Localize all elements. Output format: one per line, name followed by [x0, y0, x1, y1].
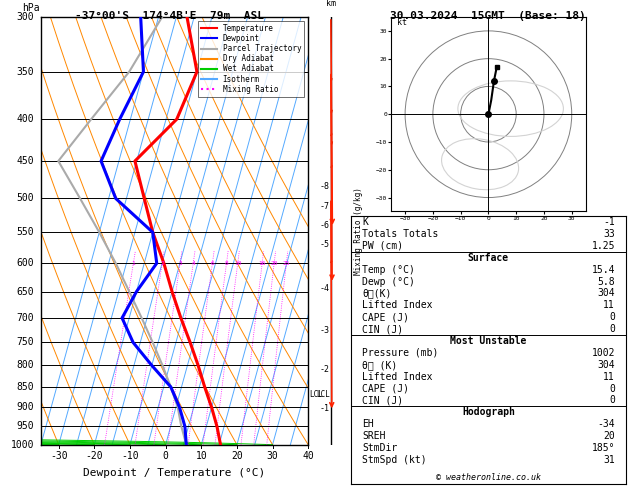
Text: 304: 304	[597, 360, 615, 370]
Text: 8: 8	[225, 260, 228, 266]
Text: θᴄ(K): θᴄ(K)	[362, 289, 391, 298]
Text: EH: EH	[362, 419, 374, 429]
Text: 10: 10	[234, 260, 242, 266]
Text: 550: 550	[16, 227, 34, 237]
Text: -30: -30	[50, 451, 67, 461]
Text: 600: 600	[16, 258, 34, 268]
Text: Surface: Surface	[468, 253, 509, 263]
Text: 0: 0	[609, 383, 615, 394]
Text: Lifted Index: Lifted Index	[362, 372, 433, 382]
Text: 16: 16	[259, 260, 266, 266]
Text: StmSpd (kt): StmSpd (kt)	[362, 455, 426, 465]
Text: 350: 350	[16, 67, 34, 77]
Text: 0: 0	[163, 451, 169, 461]
Text: Temp (°C): Temp (°C)	[362, 265, 415, 275]
Text: -4: -4	[320, 284, 330, 293]
Text: Hodograph: Hodograph	[462, 407, 515, 417]
Text: -10: -10	[121, 451, 139, 461]
Text: 33: 33	[603, 229, 615, 239]
Text: LCL: LCL	[316, 390, 330, 399]
Text: -8: -8	[320, 182, 330, 191]
Text: 800: 800	[16, 361, 34, 370]
Text: 1000: 1000	[11, 440, 34, 450]
Text: 700: 700	[16, 313, 34, 323]
Text: 450: 450	[16, 156, 34, 166]
Text: 500: 500	[16, 193, 34, 204]
Text: PW (cm): PW (cm)	[362, 241, 403, 251]
Text: 1.25: 1.25	[591, 241, 615, 251]
Text: 1002: 1002	[591, 348, 615, 358]
Text: θᴄ (K): θᴄ (K)	[362, 360, 398, 370]
Text: Dewp (°C): Dewp (°C)	[362, 277, 415, 287]
Text: Totals Totals: Totals Totals	[362, 229, 438, 239]
Text: -6: -6	[320, 221, 330, 230]
Text: 400: 400	[16, 114, 34, 124]
Text: 650: 650	[16, 287, 34, 296]
Text: 6: 6	[211, 260, 214, 266]
Text: -1: -1	[320, 404, 330, 413]
Text: 0: 0	[609, 396, 615, 405]
Text: 3: 3	[178, 260, 182, 266]
Text: CAPE (J): CAPE (J)	[362, 383, 409, 394]
Text: 30: 30	[267, 451, 279, 461]
Text: 30.03.2024  15GMT  (Base: 18): 30.03.2024 15GMT (Base: 18)	[389, 11, 586, 21]
Legend: Temperature, Dewpoint, Parcel Trajectory, Dry Adiabat, Wet Adiabat, Isotherm, Mi: Temperature, Dewpoint, Parcel Trajectory…	[198, 21, 304, 97]
Text: Pressure (mb): Pressure (mb)	[362, 348, 438, 358]
Text: 185°: 185°	[591, 443, 615, 453]
Text: -20: -20	[86, 451, 103, 461]
Text: 10: 10	[196, 451, 207, 461]
Text: Most Unstable: Most Unstable	[450, 336, 526, 346]
Text: -37°00'S  174°4B'E  79m  ASL: -37°00'S 174°4B'E 79m ASL	[75, 11, 264, 21]
Text: -34: -34	[597, 419, 615, 429]
Text: 31: 31	[603, 455, 615, 465]
Text: 950: 950	[16, 421, 34, 432]
Text: -5: -5	[320, 240, 330, 249]
Text: kt: kt	[397, 18, 407, 27]
Text: -7: -7	[320, 202, 330, 211]
Text: -3: -3	[320, 326, 330, 335]
Text: -2: -2	[320, 365, 330, 374]
Text: 20: 20	[231, 451, 243, 461]
Text: CAPE (J): CAPE (J)	[362, 312, 409, 322]
Text: 900: 900	[16, 402, 34, 412]
Text: 11: 11	[603, 372, 615, 382]
Text: 11: 11	[603, 300, 615, 311]
Text: 0: 0	[609, 312, 615, 322]
Text: Mixing Ratio (g/kg): Mixing Ratio (g/kg)	[353, 187, 363, 275]
Text: 0: 0	[609, 324, 615, 334]
Text: 300: 300	[16, 12, 34, 22]
Text: 2: 2	[160, 260, 164, 266]
Text: 5.8: 5.8	[597, 277, 615, 287]
Text: hPa: hPa	[22, 3, 40, 13]
Text: 304: 304	[597, 289, 615, 298]
Text: 850: 850	[16, 382, 34, 392]
Text: SREH: SREH	[362, 431, 386, 441]
Text: 750: 750	[16, 337, 34, 347]
Text: 40: 40	[303, 451, 314, 461]
Text: StmDir: StmDir	[362, 443, 398, 453]
Text: 1: 1	[131, 260, 135, 266]
Text: K: K	[362, 217, 368, 227]
Text: Lifted Index: Lifted Index	[362, 300, 433, 311]
Text: 15.4: 15.4	[591, 265, 615, 275]
Text: CIN (J): CIN (J)	[362, 324, 403, 334]
Text: km: km	[326, 0, 336, 8]
Text: LCL: LCL	[309, 390, 323, 399]
Text: CIN (J): CIN (J)	[362, 396, 403, 405]
Text: 20: 20	[603, 431, 615, 441]
Text: © weatheronline.co.uk: © weatheronline.co.uk	[436, 473, 541, 482]
Text: 20: 20	[270, 260, 278, 266]
Text: 4: 4	[191, 260, 195, 266]
Text: Dewpoint / Temperature (°C): Dewpoint / Temperature (°C)	[84, 468, 265, 478]
Text: 25: 25	[282, 260, 290, 266]
Text: -1: -1	[603, 217, 615, 227]
